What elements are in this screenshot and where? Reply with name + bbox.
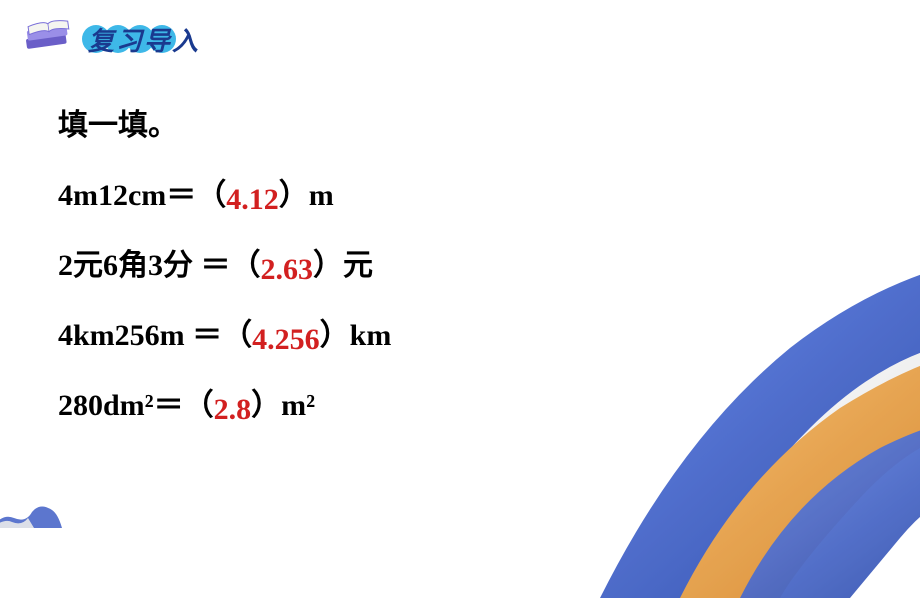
problem-line: 4km256m ＝（4.256）km	[58, 310, 391, 354]
problem-left: 4km256m ＝（	[58, 319, 252, 352]
problem-left: 2元6角3分 ＝（	[58, 249, 261, 282]
problem-left: 280dm²＝（	[58, 389, 214, 422]
problem-line: 4m12cm＝（4.12）m	[58, 170, 391, 214]
problem-right: ）元	[313, 249, 373, 282]
content-area: 填一填。 4m12cm＝（4.12）m 2元6角3分 ＝（2.63）元 4km2…	[58, 100, 391, 450]
content-title: 填一填。	[58, 100, 391, 144]
problem-right: ）km	[320, 319, 392, 352]
problem-answer: 2.8	[214, 393, 252, 427]
problem-answer: 4.12	[226, 183, 279, 217]
problem-right: ）m	[279, 179, 334, 212]
books-icon	[20, 18, 76, 60]
problem-left: 4m12cm＝（	[58, 179, 226, 212]
problem-line: 280dm²＝（2.8）m²	[58, 380, 391, 424]
header-title: 复习导入	[82, 21, 200, 58]
header-badge: 复习导入	[82, 21, 200, 58]
problem-right: ）m²	[251, 389, 315, 422]
header-section: 复习导入	[20, 18, 200, 60]
corner-decoration-icon	[0, 498, 62, 528]
helix-decoration-icon	[560, 178, 920, 598]
problem-answer: 4.256	[252, 323, 320, 357]
problem-answer: 2.63	[261, 253, 314, 287]
problem-line: 2元6角3分 ＝（2.63）元	[58, 240, 391, 284]
